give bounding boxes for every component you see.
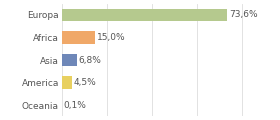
Bar — [62, 54, 77, 66]
Text: 15,0%: 15,0% — [97, 33, 126, 42]
Text: 6,8%: 6,8% — [79, 55, 102, 65]
Bar — [62, 76, 72, 89]
Bar — [62, 31, 95, 44]
Bar — [62, 9, 227, 21]
Text: 0,1%: 0,1% — [64, 101, 87, 110]
Text: 73,6%: 73,6% — [229, 10, 258, 19]
Text: 4,5%: 4,5% — [74, 78, 96, 87]
